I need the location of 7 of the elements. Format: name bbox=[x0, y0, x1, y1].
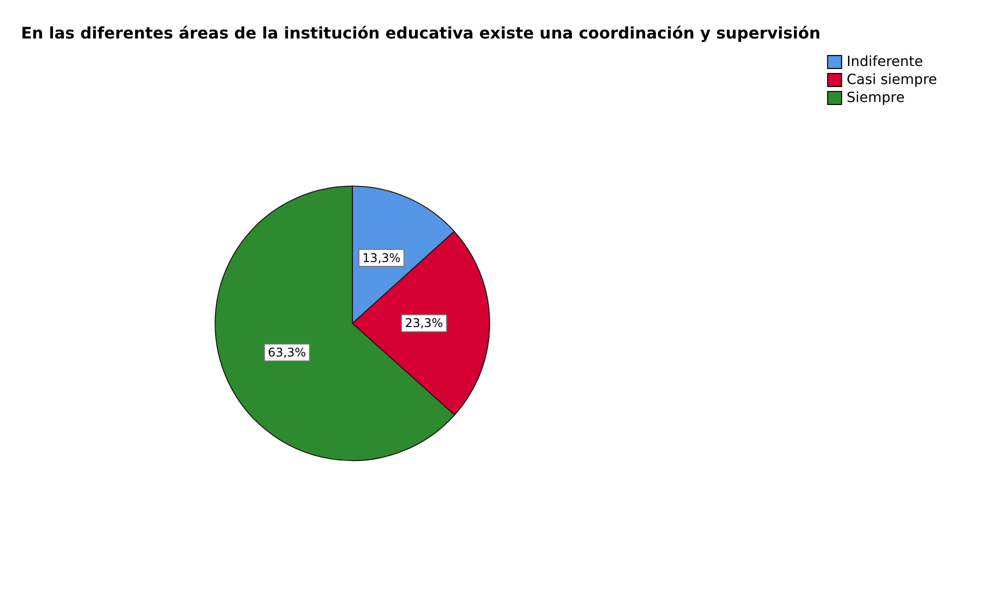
chart-title: En las diferentes áreas de la institución educativa existe una coordinación y supervisión bbox=[21, 24, 821, 42]
legend-label: Casi siempre bbox=[846, 72, 938, 88]
legend-label: Siempre bbox=[846, 90, 905, 106]
data-label: 23,3% bbox=[404, 316, 444, 330]
data-label: 63,3% bbox=[268, 346, 306, 360]
legend-label: Indiferente bbox=[846, 54, 923, 70]
data-label: 13,3% bbox=[362, 250, 401, 265]
